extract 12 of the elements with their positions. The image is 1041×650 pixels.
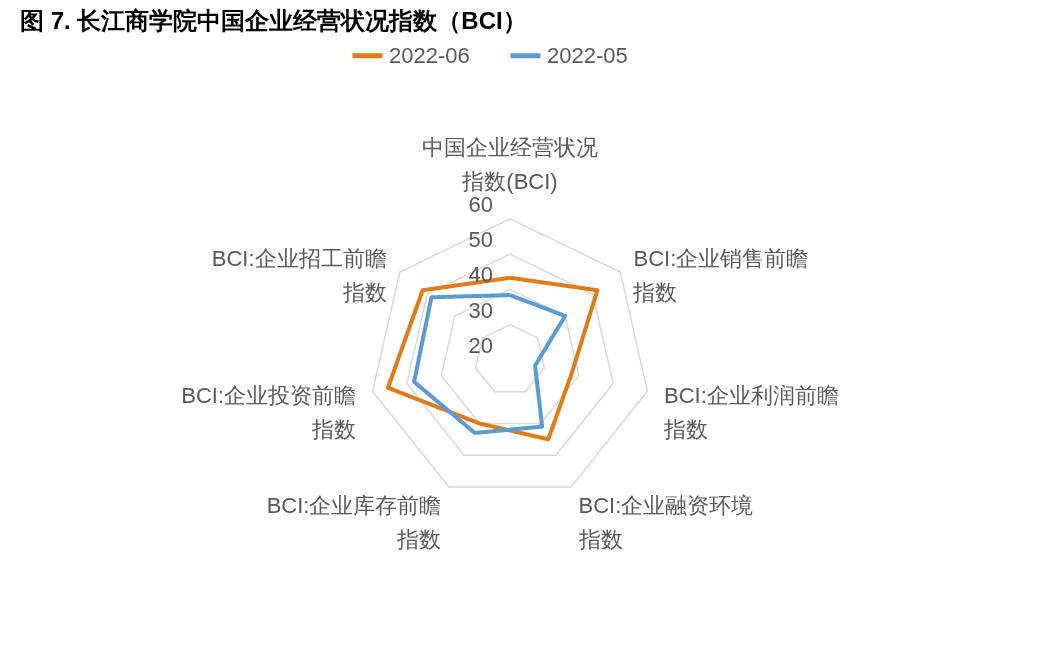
- legend-label: 2022-05: [547, 42, 628, 68]
- spoke-label: BCI:企业投资前瞻指数: [181, 383, 357, 442]
- legend-label: 2022-06: [389, 42, 470, 68]
- y-tick-label: 20: [468, 332, 494, 358]
- spoke-label: BCI:企业招工前瞻指数: [211, 245, 387, 305]
- y-tick-label: 50: [468, 227, 494, 253]
- spoke-label: BCI:企业利润前瞻指数: [662, 383, 839, 442]
- spoke-label: BCI:企业库存前瞻指数: [266, 493, 442, 553]
- chart-title: 图 7. 长江商学院中国企业经营状况指数（BCI）: [20, 7, 527, 34]
- spoke-label: BCI:企业融资环境指数: [577, 493, 754, 553]
- spoke-label: BCI:企业销售前瞻指数: [632, 245, 809, 305]
- y-tick-label: 30: [468, 297, 494, 323]
